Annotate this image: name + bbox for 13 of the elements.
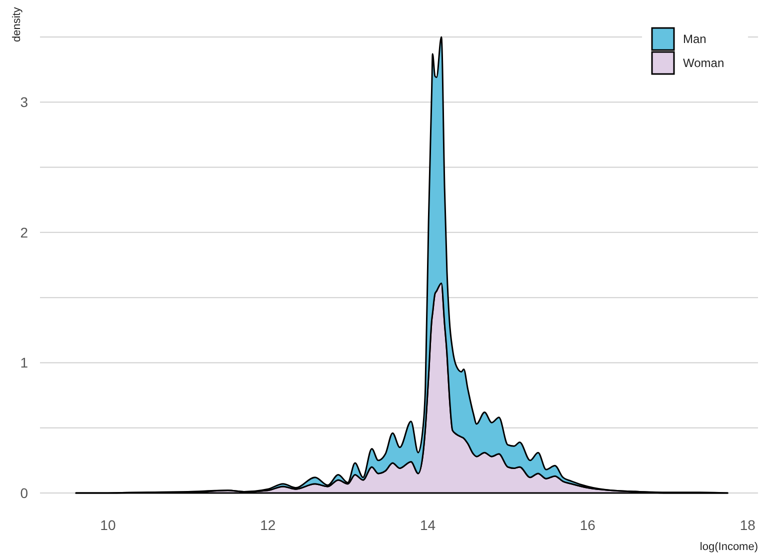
y-tick-label: 0 (20, 484, 28, 501)
x-tick-label: 12 (260, 517, 276, 533)
x-axis-title: log(Income) (700, 541, 758, 553)
x-tick-label: 14 (420, 517, 436, 533)
legend-label: Woman (683, 56, 724, 70)
x-tick-label: 10 (100, 517, 116, 533)
legend-label: Man (683, 32, 706, 46)
x-tick-label: 16 (580, 517, 596, 533)
y-tick-label: 1 (20, 354, 28, 371)
y-tick-label: 2 (20, 224, 28, 240)
y-axis-title: density (11, 6, 23, 42)
x-tick-label: 18 (740, 517, 756, 533)
y-tick-label: 3 (20, 94, 28, 110)
